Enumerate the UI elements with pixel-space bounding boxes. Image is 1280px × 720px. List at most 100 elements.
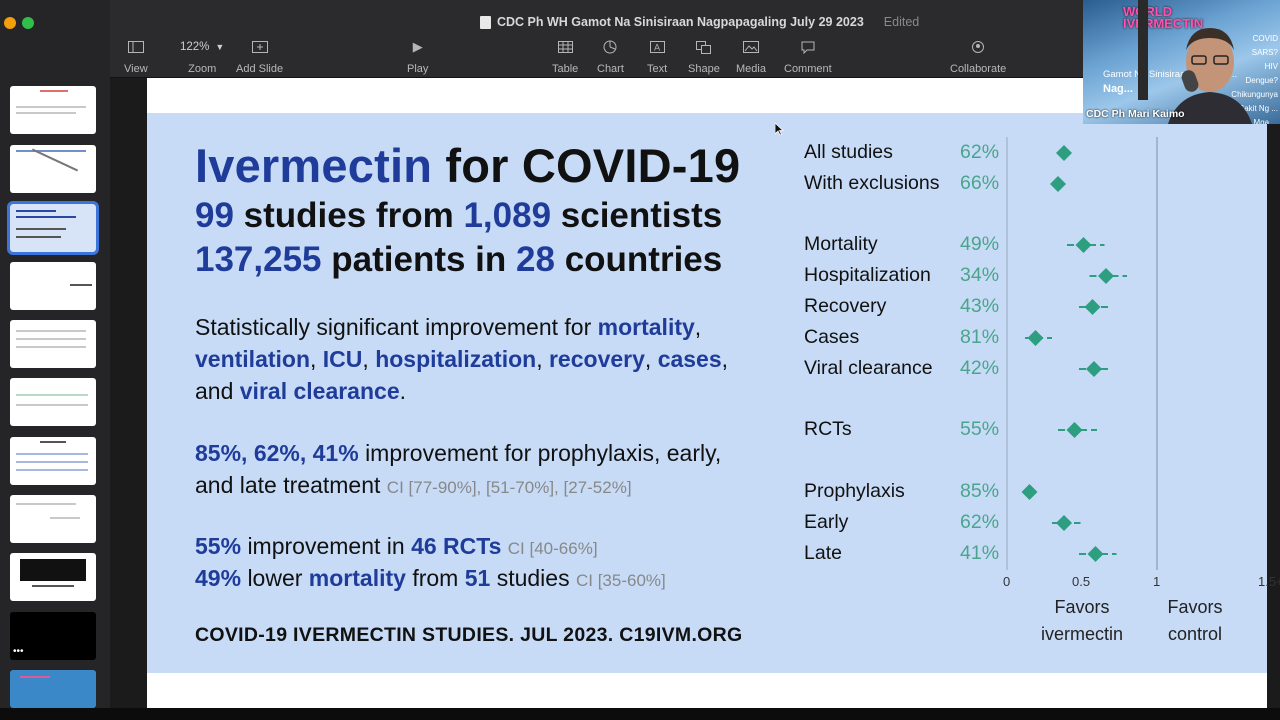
forest-row-label: Prophylaxis (804, 480, 905, 502)
treatment-text: improvement for prophylaxis, early, (365, 440, 722, 466)
x-tick-label: 1.5+ (1258, 574, 1280, 589)
text-label: Text (647, 63, 668, 75)
document-icon (480, 15, 491, 29)
zoom-label: Zoom (188, 63, 217, 75)
outcome-recovery: recovery (548, 346, 645, 372)
forest-row-percent: 42% (960, 357, 1000, 379)
slide-thumbnail[interactable] (10, 553, 96, 601)
add-slide-icon (251, 38, 268, 56)
favors-ivermectin-label: Favors ivermectin (1040, 597, 1124, 644)
svg-text:A: A (654, 44, 661, 54)
outcome-ventilation: ventilation (195, 346, 311, 372)
title-ivermectin: Ivermectin (195, 139, 433, 192)
media-button[interactable]: Media (736, 38, 766, 75)
forest-row-label: RCTs (804, 418, 852, 440)
zoom-window-button[interactable] (22, 17, 34, 29)
image-icon (742, 38, 759, 56)
play-button[interactable]: ▶ Play (407, 38, 428, 75)
x-tick-label: 0 (1003, 574, 1011, 589)
slide-thumbnail[interactable] (10, 262, 96, 310)
forest-row-label: With exclusions (804, 172, 940, 194)
favors-control-label: Favors control (1167, 597, 1223, 644)
and-text: and (195, 378, 234, 404)
text-button[interactable]: A Text (647, 38, 667, 75)
forest-row-percent: 41% (960, 542, 1000, 564)
table-button[interactable]: Table (552, 38, 578, 75)
presenter-video (1138, 0, 1252, 124)
outcome-icu: ICU (322, 346, 363, 372)
video-chip: Dengue? (1245, 76, 1278, 85)
treatment-ci: CI [77-90%], [51-70%], [27-52%] (386, 478, 632, 497)
forest-row-label: Viral clearance (804, 357, 933, 379)
significance-lead: Statistically significant improvement fo… (195, 314, 592, 340)
shape-label: Shape (688, 63, 720, 75)
next-slide-edge (147, 673, 1267, 708)
rct-percent: 55% (195, 533, 242, 559)
video-chip: Sakit Ng ... (1238, 104, 1278, 113)
forest-row-label: Recovery (804, 295, 887, 317)
title-rest: for COVID-19 (445, 139, 741, 192)
comment-icon (801, 38, 815, 56)
forest-row-label: Hospitalization (804, 264, 931, 286)
media-label: Media (736, 63, 766, 75)
minimize-window-button[interactable] (4, 17, 16, 29)
comma: , (536, 346, 543, 372)
comma: , (644, 346, 652, 372)
video-chip: COVID (1252, 34, 1278, 43)
patient-count: 137,255 (195, 240, 322, 279)
video-chip: Chikungunya (1231, 90, 1278, 99)
slide-thumbnail[interactable]: ••• (10, 612, 96, 660)
countries-text: countries (564, 240, 723, 279)
slide-thumbnail[interactable] (10, 670, 96, 708)
forest-row-percent: 66% (960, 172, 1000, 194)
view-button[interactable]: View (124, 38, 148, 75)
study-count: 99 (195, 196, 234, 235)
outcome-viral-clearance: viral clearance (239, 378, 400, 404)
studies-text: studies from (243, 196, 454, 235)
add-slide-button[interactable]: Add Slide (236, 38, 283, 75)
slide-thumbnail[interactable] (10, 495, 96, 543)
forest-row-percent: 62% (960, 511, 1000, 533)
mortality-text: lower (247, 565, 303, 591)
mortality-line: 49% lower mortality from 51 studies CI [… (195, 565, 666, 592)
window-bottom-edge (0, 708, 1280, 720)
window-title: CDC Ph WH Gamot Na Sinisiraan Nagpapagal… (480, 15, 919, 29)
comma: , (362, 346, 369, 372)
patients-line: 137,255 patients in 28 countries (195, 240, 722, 280)
slide-thumbnail[interactable] (10, 320, 96, 368)
outcome-cases: cases (657, 346, 722, 372)
comment-label: Comment (784, 63, 832, 75)
video-chip: SARS? (1251, 48, 1278, 57)
from-text: from (412, 565, 459, 591)
outcome-mortality: mortality (597, 314, 695, 340)
forest-row-percent: 49% (960, 233, 1000, 255)
pie-chart-icon (603, 38, 617, 56)
participant-name: CDC Ph Mari Kaimo (1086, 108, 1185, 120)
slide-thumbnail[interactable] (10, 378, 96, 426)
rct-ci: CI [40-66%] (507, 539, 598, 558)
rct-line: 55% improvement in 46 RCTs CI [40-66%] (195, 533, 598, 560)
forest-row-percent: 55% (960, 418, 1000, 440)
video-lower-line-2: Nag... (1103, 83, 1133, 95)
comma: , (694, 314, 702, 340)
period: . (399, 378, 406, 404)
collaborate-button[interactable]: Collaborate (950, 38, 1006, 75)
webcam-overlay: WORLD IVERMECTIN COVIDSARS?HIVDengue?Chi… (1083, 0, 1280, 124)
slide-footer: COVID-19 IVERMECTIN STUDIES. JUL 2023. C… (195, 624, 743, 646)
slide-thumbnail[interactable] (10, 145, 96, 193)
studies-word: studies (496, 565, 570, 591)
zoom-menu[interactable]: 122% ▼ Zoom (180, 38, 224, 75)
treatment-line-2: and late treatment CI [77-90%], [51-70%]… (195, 472, 632, 499)
slide-thumbnail-selected[interactable] (7, 201, 99, 255)
studies-line: 99 studies from 1,089 scientists (195, 196, 722, 236)
shape-button[interactable]: Shape (688, 38, 720, 75)
view-label: View (124, 63, 148, 75)
current-slide[interactable] (147, 113, 1267, 673)
comment-button[interactable]: Comment (784, 38, 832, 75)
mortality-ci: CI [35-60%] (575, 571, 666, 590)
slide-thumbnail[interactable] (10, 437, 96, 485)
slide-thumbnail[interactable] (10, 86, 96, 134)
chart-button[interactable]: Chart (597, 38, 624, 75)
table-icon (557, 38, 573, 56)
forest-row-label: Late (804, 542, 842, 564)
